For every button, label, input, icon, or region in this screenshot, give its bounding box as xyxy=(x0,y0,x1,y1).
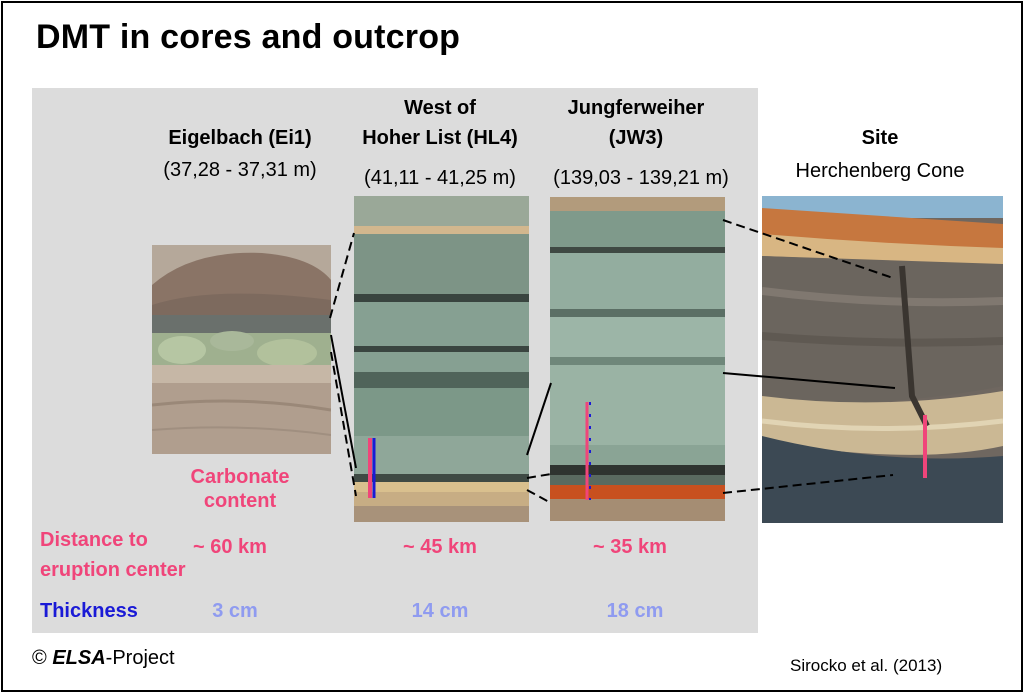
thickness-jw3: 18 cm xyxy=(606,600,664,622)
elsa-brand: ELSA xyxy=(52,647,106,669)
distance-eigelbach: ~ 60 km xyxy=(193,536,267,558)
copyright-symbol: © xyxy=(32,647,47,669)
site-name-eigelbach: Eigelbach (Ei1) xyxy=(168,127,312,149)
site-range-hl4: (41,11 - 41,25 m) xyxy=(364,167,516,189)
site-name-herchenberg-line2: Herchenberg Cone xyxy=(795,160,965,182)
site-name-jw3-line2: (JW3) xyxy=(608,127,664,149)
project-suffix: -Project xyxy=(105,647,175,669)
figure-title: DMT in cores and outcrop xyxy=(36,18,461,56)
thickness-hl4: 14 cm xyxy=(411,600,469,622)
thickness-eigelbach: 3 cm xyxy=(212,600,258,622)
site-name-hl4-line1: West of xyxy=(404,97,476,119)
site-name-hl4-line2: Hoher List (HL4) xyxy=(362,127,518,149)
copyright-line: © ELSA-Project xyxy=(32,647,175,670)
jw3-core-photo xyxy=(550,197,725,521)
thickness-label: Thickness xyxy=(40,600,138,622)
carbonate-label-line2: content xyxy=(203,490,277,512)
distance-label-line2: eruption center xyxy=(40,559,186,581)
site-name-jw3-line1: Jungferweiher xyxy=(567,97,705,119)
distance-hl4: ~ 45 km xyxy=(403,536,477,558)
distance-jw3: ~ 35 km xyxy=(593,536,667,558)
herchenberg-outcrop-photo xyxy=(762,196,1003,523)
site-name-herchenberg-line1: Site xyxy=(861,127,899,149)
site-range-jw3: (139,03 - 139,21 m) xyxy=(553,167,729,189)
citation: Sirocko et al. (2013) xyxy=(790,656,943,675)
carbonate-label-line1: Carbonate xyxy=(190,466,290,488)
distance-label-line1: Distance to xyxy=(40,529,148,551)
site-range-eigelbach: (37,28 - 37,31 m) xyxy=(163,159,317,181)
hl4-core-photo xyxy=(354,196,529,522)
eigelbach-photo xyxy=(152,245,331,454)
